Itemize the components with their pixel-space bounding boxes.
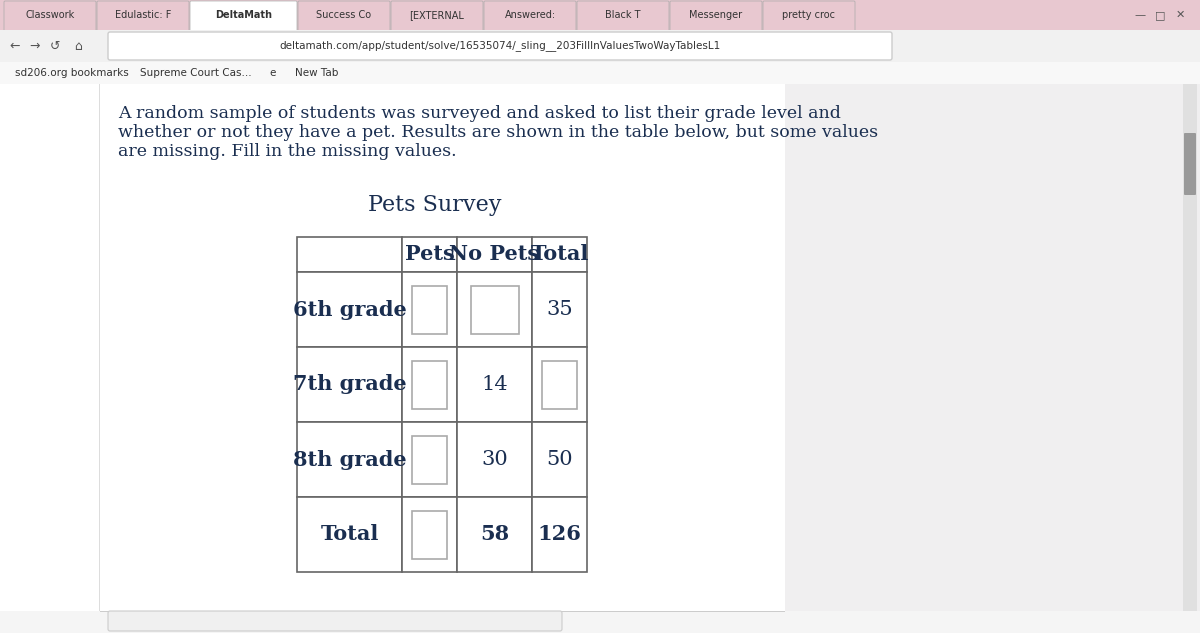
Text: Success Co: Success Co <box>317 10 372 20</box>
Bar <box>412 285 448 334</box>
Text: Black T: Black T <box>605 10 641 20</box>
Bar <box>98 84 101 633</box>
Bar <box>0 62 1200 84</box>
Bar <box>298 347 402 422</box>
Bar <box>402 272 457 347</box>
Bar <box>402 347 457 422</box>
Bar <box>532 422 587 497</box>
FancyBboxPatch shape <box>391 1 482 31</box>
Bar <box>532 497 587 572</box>
Bar <box>402 497 457 572</box>
Text: sd206.org bookmarks: sd206.org bookmarks <box>14 68 128 78</box>
Text: ⌂: ⌂ <box>74 39 82 53</box>
Text: No Pets: No Pets <box>450 244 540 265</box>
Text: →: → <box>30 39 41 53</box>
FancyBboxPatch shape <box>763 1 854 31</box>
Text: Edulastic: F: Edulastic: F <box>115 10 172 20</box>
Bar <box>298 422 402 497</box>
Bar <box>457 422 532 497</box>
Text: e: e <box>270 68 276 78</box>
Text: 58: 58 <box>480 525 509 544</box>
Text: Total: Total <box>530 244 589 265</box>
Bar <box>457 497 532 572</box>
Text: Pets Survey: Pets Survey <box>368 194 502 216</box>
Text: ↺: ↺ <box>49 39 60 53</box>
Bar <box>412 361 448 408</box>
Text: 8th grade: 8th grade <box>293 449 407 470</box>
Text: □: □ <box>1154 10 1165 20</box>
Bar <box>412 436 448 484</box>
Bar <box>1198 84 1200 633</box>
Text: A random sample of students was surveyed and asked to list their grade level and: A random sample of students was surveyed… <box>118 105 841 122</box>
Bar <box>298 497 402 572</box>
Bar <box>0 0 1200 30</box>
Bar <box>457 272 532 347</box>
Text: Classwork: Classwork <box>25 10 74 20</box>
Text: are missing. Fill in the missing values.: are missing. Fill in the missing values. <box>118 143 457 160</box>
Bar <box>470 285 518 334</box>
FancyBboxPatch shape <box>484 1 576 31</box>
Bar <box>402 237 457 272</box>
Bar <box>457 347 532 422</box>
Text: Total: Total <box>320 525 379 544</box>
Text: Supreme Court Cas...: Supreme Court Cas... <box>139 68 251 78</box>
Text: 7th grade: 7th grade <box>293 375 407 394</box>
FancyBboxPatch shape <box>4 1 96 31</box>
Text: 14: 14 <box>481 375 508 394</box>
Bar <box>457 237 532 272</box>
FancyBboxPatch shape <box>1184 133 1196 195</box>
Text: DeltaMath: DeltaMath <box>215 10 272 20</box>
Bar <box>412 510 448 558</box>
Bar <box>0 611 1200 633</box>
Bar <box>542 361 577 408</box>
FancyBboxPatch shape <box>298 1 390 31</box>
Text: ✕: ✕ <box>1175 10 1184 20</box>
FancyBboxPatch shape <box>108 32 892 60</box>
Text: 35: 35 <box>546 300 572 319</box>
Bar <box>785 84 1183 633</box>
Bar <box>532 237 587 272</box>
Text: Answered:: Answered: <box>504 10 556 20</box>
FancyBboxPatch shape <box>190 1 298 31</box>
FancyBboxPatch shape <box>670 1 762 31</box>
Text: 30: 30 <box>481 450 508 469</box>
Bar <box>298 237 402 272</box>
FancyBboxPatch shape <box>97 1 190 31</box>
Bar <box>100 611 785 612</box>
FancyBboxPatch shape <box>108 611 562 631</box>
Text: ←: ← <box>10 39 20 53</box>
Bar <box>532 347 587 422</box>
Text: —: — <box>1134 10 1146 20</box>
Text: 6th grade: 6th grade <box>293 299 407 320</box>
Bar <box>298 272 402 347</box>
Text: deltamath.com/app/student/solve/16535074/_sling__203FillInValuesTwoWayTablesL1: deltamath.com/app/student/solve/16535074… <box>280 41 721 51</box>
Text: pretty croc: pretty croc <box>782 10 835 20</box>
Text: [EXTERNAL: [EXTERNAL <box>409 10 464 20</box>
FancyBboxPatch shape <box>577 1 670 31</box>
Text: 50: 50 <box>546 450 572 469</box>
Text: whether or not they have a pet. Results are shown in the table below, but some v: whether or not they have a pet. Results … <box>118 124 878 141</box>
Text: Pets: Pets <box>404 244 455 265</box>
Bar <box>402 422 457 497</box>
Bar <box>0 30 1200 62</box>
Text: 126: 126 <box>538 525 582 544</box>
Bar <box>1183 84 1198 633</box>
Text: Messenger: Messenger <box>690 10 743 20</box>
Bar <box>100 84 785 633</box>
Bar <box>532 272 587 347</box>
Text: New Tab: New Tab <box>295 68 338 78</box>
